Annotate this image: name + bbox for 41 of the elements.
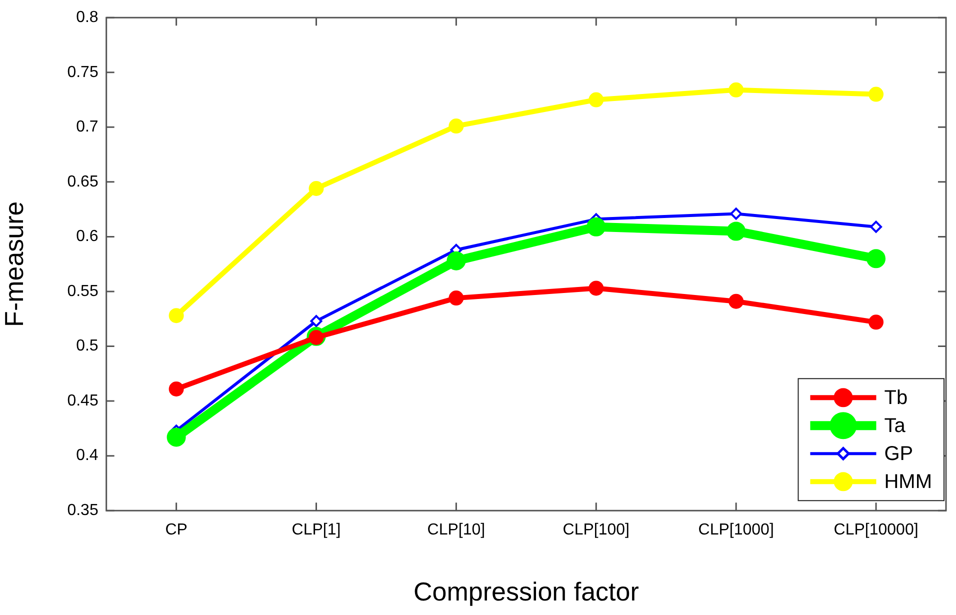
x-axis-title: Compression factor [413, 576, 640, 607]
y-tick-label: 0.35 [67, 502, 98, 520]
y-tick-label: 0.8 [76, 9, 98, 26]
x-tick-label: CLP[1000] [698, 522, 774, 539]
point [168, 381, 184, 396]
x-tick-label: CLP[1] [292, 522, 341, 539]
point [310, 315, 322, 328]
point [726, 222, 746, 241]
y-tick-label: 0.75 [67, 64, 98, 81]
point [166, 428, 186, 447]
point [868, 314, 884, 330]
y-tick-label: 0.7 [76, 118, 98, 136]
y-tick-label: 0.65 [67, 173, 98, 190]
y-axis-title: F-measure [0, 201, 29, 327]
point [728, 294, 744, 309]
y-tick-label: 0.45 [67, 392, 98, 410]
x-tick-label: CLP[10000] [834, 522, 918, 539]
point [448, 290, 464, 306]
legend-label: GP [884, 443, 914, 466]
legend-label: Ta [884, 415, 906, 438]
y-tick-label: 0.5 [76, 338, 98, 355]
point [728, 82, 744, 98]
point [448, 118, 464, 134]
point [870, 220, 882, 233]
point [586, 217, 606, 236]
point [588, 280, 604, 296]
point [588, 92, 604, 108]
x-tick-label: CLP[100] [562, 522, 630, 539]
y-tick-label: 0.4 [76, 447, 98, 464]
legend-label: Tb [884, 387, 908, 410]
legend-label: HMM [884, 471, 932, 494]
x-tick-label: CP [165, 522, 188, 539]
point [168, 308, 184, 324]
point [446, 251, 466, 270]
point [868, 86, 884, 102]
point [730, 208, 742, 220]
point [866, 249, 886, 268]
y-tick-label: 0.6 [76, 228, 98, 246]
y-tick-label: 0.55 [67, 282, 98, 300]
point [308, 181, 324, 196]
x-tick-label: CLP[10] [427, 522, 486, 539]
